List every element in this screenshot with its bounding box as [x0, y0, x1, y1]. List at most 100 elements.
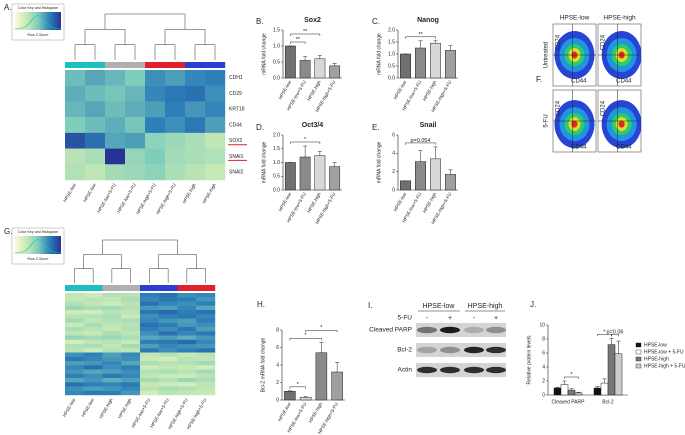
significance-label: * — [570, 372, 573, 378]
heatmap-cell — [83, 305, 103, 311]
y-tick-label: 0.0 — [273, 75, 280, 81]
heatmap-cell — [205, 148, 226, 165]
y-tick-label: 0 — [276, 397, 279, 403]
heatmap-cell — [177, 310, 197, 315]
heatmap-cell — [185, 70, 206, 86]
x-tick-label: HPSE-low — [393, 79, 408, 100]
blot-row-label: Actin — [398, 367, 413, 374]
heatmap-cell — [158, 305, 178, 311]
heatmap-cell — [125, 117, 146, 134]
heatmap-cell — [158, 293, 178, 298]
heatmap-cell — [158, 301, 178, 306]
x-tick-label: HPSE-low — [393, 191, 408, 212]
blot-strip — [416, 343, 506, 357]
heatmap-cell — [140, 382, 159, 387]
y-tick-label: 0.5 — [388, 63, 395, 69]
heatmap-cell — [105, 101, 126, 118]
heatmap-cell — [165, 70, 186, 86]
heatmap-cell — [196, 361, 216, 366]
heatmap-cell — [145, 85, 166, 102]
column-label: HPSE-high — [181, 182, 197, 204]
heatmap-cell — [85, 132, 106, 149]
bar — [284, 45, 296, 79]
heatmap-cell — [121, 390, 141, 396]
heatmap-cell — [140, 344, 159, 349]
heatmap-cell — [65, 314, 84, 319]
treatment-sign: + — [494, 315, 498, 322]
heatmap-cell — [196, 322, 216, 328]
heatmap-cell — [140, 356, 159, 362]
heatmap-cell — [102, 301, 122, 306]
heatmap-cell — [65, 70, 86, 86]
bar — [400, 53, 411, 79]
heatmap-cell — [102, 373, 122, 379]
y-tick-label: 1.5 — [273, 146, 280, 152]
heatmap-cell — [140, 297, 159, 302]
heatmap-cell — [105, 70, 126, 86]
y-tick-label: 0.5 — [273, 174, 280, 180]
y-tick-label: 0 — [392, 187, 395, 193]
heatmap-cell — [102, 356, 122, 362]
y-tick-label: 2 — [392, 169, 395, 175]
bar — [430, 42, 441, 79]
heatmap-cell — [158, 331, 178, 336]
heatmap-cell — [83, 327, 103, 332]
heatmap-cell — [177, 348, 197, 353]
chart-title: Nanog — [417, 17, 439, 24]
significance-bracket — [405, 142, 436, 145]
heatmap-cell — [121, 356, 141, 362]
heatmap-cell — [65, 85, 86, 102]
heatmap-cell — [177, 382, 197, 387]
heatmap-cell — [185, 101, 206, 118]
y-axis-label: Bcl-2 mRNA fold change — [260, 338, 266, 393]
heatmap-cell — [140, 386, 159, 391]
column-color-bar — [177, 285, 197, 291]
chart-title: Snail — [420, 122, 437, 129]
heatmap-cell — [177, 344, 197, 349]
heatmap-cell — [158, 348, 178, 353]
heatmap-cell — [205, 132, 226, 149]
row-label: SNAI2 — [229, 169, 244, 175]
bar — [614, 353, 623, 396]
heatmap-cell — [185, 117, 206, 134]
bar — [567, 389, 576, 396]
heatmap-cell — [196, 373, 216, 379]
heatmap-cell — [196, 344, 216, 349]
heatmap-cell — [65, 365, 84, 370]
heatmap-cell — [177, 297, 197, 302]
column-color-bar — [83, 285, 103, 291]
bar — [430, 158, 441, 191]
heatmap-cell — [158, 386, 178, 391]
heatmap-cell — [158, 327, 178, 332]
bar — [331, 371, 343, 401]
heatmap-cell — [65, 386, 84, 391]
x-marker: CD44 — [616, 79, 632, 85]
error-bar — [562, 380, 567, 385]
y-marker: CD24 — [556, 100, 562, 116]
panel-label: A. — [4, 3, 12, 12]
heatmap-cell — [83, 339, 103, 345]
heatmap-cell — [83, 382, 103, 387]
error-bar — [418, 150, 423, 162]
error-bar — [576, 391, 581, 393]
bar — [314, 58, 326, 79]
x-marker: CD44 — [616, 145, 632, 151]
heatmap-cell — [125, 148, 146, 165]
x-tick-label: Cleaved PARP — [552, 399, 586, 405]
x-tick-label: HPSE-high — [308, 401, 324, 424]
heatmap-cell — [125, 85, 146, 102]
y-marker: CD24 — [556, 34, 562, 50]
column-label: HPSE-low+5-FU — [149, 398, 170, 429]
column-label: HPSE-high — [98, 397, 114, 419]
heatmap-cell — [102, 314, 122, 319]
heatmap-cell — [158, 369, 178, 374]
legend-label: HPSE-high + 5-FU — [644, 363, 685, 369]
heatmap-cell — [145, 117, 166, 134]
panel-label: G. — [4, 227, 12, 236]
heatmap-cell — [158, 352, 178, 357]
heatmap-cell — [185, 148, 206, 165]
blot-strip — [416, 323, 506, 337]
heatmap-cell — [121, 373, 141, 379]
heatmap-cell — [158, 390, 178, 396]
heatmap-cell — [140, 314, 159, 319]
